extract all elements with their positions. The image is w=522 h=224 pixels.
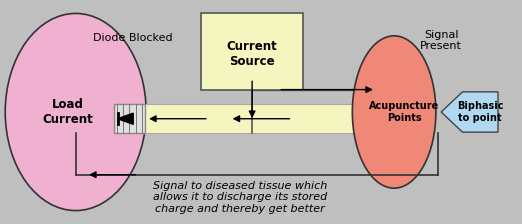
Text: Biphasic
to point: Biphasic to point	[457, 101, 504, 123]
Ellipse shape	[352, 36, 436, 188]
Text: Diode Blocked: Diode Blocked	[93, 33, 173, 43]
Text: Load
Current: Load Current	[42, 98, 93, 126]
Ellipse shape	[5, 13, 146, 211]
Text: Acupuncture
Points: Acupuncture Points	[370, 101, 440, 123]
Text: Signal
Present: Signal Present	[420, 30, 462, 51]
Polygon shape	[441, 92, 498, 132]
FancyBboxPatch shape	[201, 13, 303, 90]
Polygon shape	[117, 113, 133, 124]
FancyBboxPatch shape	[117, 104, 392, 133]
FancyBboxPatch shape	[114, 104, 145, 133]
Text: Signal to diseased tissue which
allows it to discharge its stored
charge and the: Signal to diseased tissue which allows i…	[153, 181, 327, 214]
Text: Current
Source: Current Source	[227, 40, 278, 68]
